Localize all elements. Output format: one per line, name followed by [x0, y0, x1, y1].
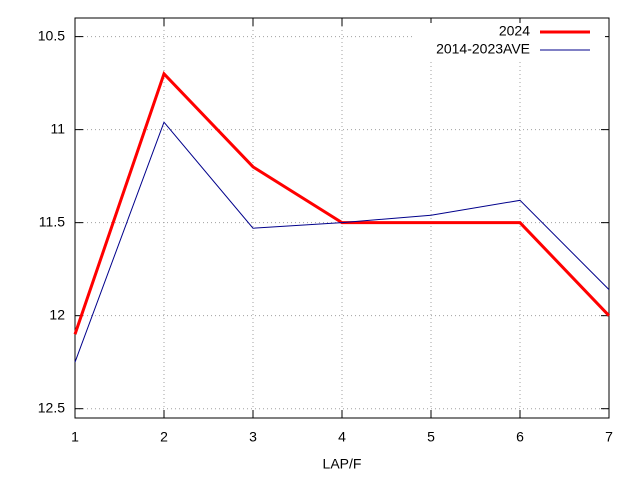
y-tick-label: 12: [49, 306, 65, 322]
x-tick-label: 6: [516, 429, 524, 445]
legend-bg: [415, 41, 605, 59]
plot-frame: [74, 17, 610, 419]
x-tick-label: 1: [71, 429, 79, 445]
y-tick-label: 10.5: [38, 27, 65, 43]
x-tick-label: 3: [249, 429, 257, 445]
x-tick-label: 4: [338, 429, 346, 445]
x-tick-label: 2: [160, 429, 168, 445]
series-line: [74, 121, 610, 363]
legend-label: 2014-2023AVE: [436, 41, 530, 57]
y-tick-label: 12.5: [38, 399, 65, 415]
y-tick-label: 11: [50, 120, 65, 136]
x-tick-label: 7: [605, 429, 613, 445]
legend-label: 2024: [499, 23, 530, 39]
y-tick-label: 11.5: [39, 213, 65, 229]
legend-bg: [415, 23, 605, 41]
x-tick-label: 5: [427, 429, 435, 445]
x-axis-label: LAP/F: [323, 456, 362, 472]
